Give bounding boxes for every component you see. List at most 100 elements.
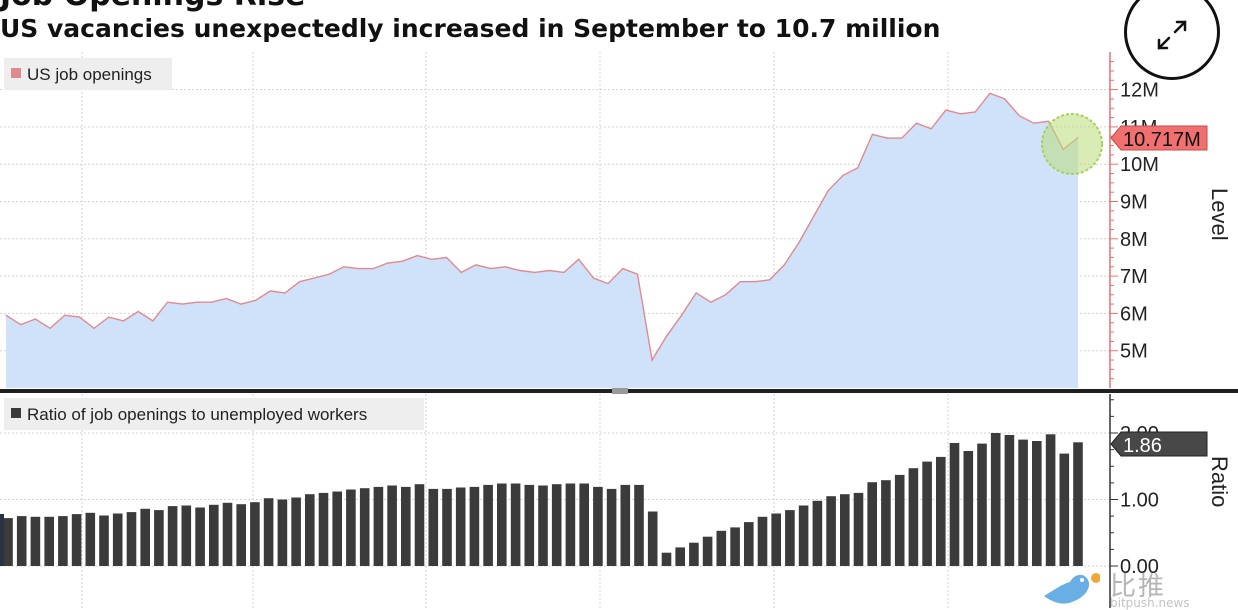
job-openings-point <box>827 189 830 191</box>
legend-swatch-ratio <box>11 408 21 418</box>
ratio-bar <box>689 542 699 566</box>
job-openings-point <box>225 297 227 300</box>
job-openings-point <box>431 258 433 260</box>
ratio-bar <box>126 512 137 566</box>
ratio-value-badge <box>1110 431 1208 457</box>
ratio-bar <box>16 516 27 566</box>
job-openings-point <box>798 241 800 244</box>
job-openings-point <box>989 92 991 94</box>
job-openings-point <box>445 256 448 259</box>
job-openings-point <box>313 277 315 279</box>
job-openings-point <box>460 271 462 273</box>
job-openings-point <box>152 320 154 322</box>
highlight-circle <box>1041 113 1103 175</box>
panel-resize-handle <box>612 388 628 394</box>
ratio-bar <box>222 502 233 566</box>
ratio-bar <box>99 515 109 566</box>
ratio-bar <box>3 518 13 566</box>
job-openings-point <box>93 327 95 329</box>
ratio-bar <box>1032 441 1042 566</box>
level-tick-label: 12M <box>1120 80 1159 102</box>
ratio-bar <box>647 511 658 566</box>
ratio-value-label: 1.86 <box>1123 435 1162 457</box>
level-tick-label: 5M <box>1120 341 1148 363</box>
job-openings-point <box>651 359 653 361</box>
ratio-bar <box>990 433 1001 566</box>
job-openings-point <box>871 133 874 135</box>
job-openings-point <box>857 167 859 169</box>
job-openings-point <box>475 264 477 266</box>
ratio-bar <box>140 508 150 566</box>
legend-ratio <box>4 398 424 430</box>
job-openings-point <box>959 113 962 115</box>
ratio-bar <box>387 485 397 566</box>
ratio-bar <box>963 451 974 566</box>
job-openings-point <box>255 299 257 301</box>
job-openings-point <box>387 262 389 264</box>
ratio-bar <box>401 486 411 566</box>
ratio-bar <box>826 496 836 566</box>
job-openings-point <box>166 301 169 303</box>
ratio-bar <box>551 484 562 566</box>
ratio-bar <box>538 485 548 566</box>
ratio-bar <box>44 516 54 566</box>
job-openings-point <box>1018 115 1020 117</box>
level-value-badge <box>1110 125 1208 151</box>
ratio-bar <box>483 484 493 566</box>
ratio-bar <box>936 456 946 566</box>
job-openings-point <box>181 303 183 305</box>
expand-button[interactable] <box>1124 0 1220 80</box>
ratio-bar <box>853 492 864 566</box>
job-openings-point <box>137 310 139 313</box>
ratio-bar <box>305 494 315 566</box>
ratio-bar <box>785 510 795 566</box>
job-openings-point <box>548 269 550 272</box>
ratio-bar <box>373 486 384 566</box>
ratio-bar <box>359 488 370 566</box>
legend-label-job-openings: US job openings <box>27 65 152 84</box>
ratio-bar <box>949 443 960 566</box>
ratio-bar <box>977 443 987 566</box>
job-openings-point <box>901 137 903 139</box>
ratio-bar <box>716 530 727 566</box>
level-tick-label: 7M <box>1120 266 1148 288</box>
bird-icon <box>1044 573 1100 604</box>
job-openings-point <box>343 266 345 268</box>
ratio-bar <box>565 483 576 566</box>
job-openings-point <box>783 264 785 266</box>
job-openings-point <box>20 324 22 326</box>
job-openings-point <box>108 316 110 318</box>
ratio-bar <box>58 516 68 566</box>
ratio-bar <box>250 502 260 566</box>
ratio-bar <box>277 499 288 566</box>
job-openings-point <box>357 268 359 270</box>
level-tick-label: 8M <box>1120 229 1148 251</box>
job-openings-point <box>695 292 697 294</box>
ratio-bar <box>771 513 781 566</box>
job-openings-point <box>299 281 301 283</box>
ratio-bar <box>167 506 178 566</box>
ratio-bar <box>593 486 603 566</box>
job-openings-point <box>34 318 37 320</box>
job-openings-point <box>328 273 330 275</box>
job-openings-point <box>813 215 815 217</box>
job-openings-point <box>269 290 271 292</box>
ratio-bar <box>85 512 96 566</box>
job-openings-point <box>401 260 404 262</box>
ratio-bar <box>524 484 535 566</box>
job-openings-point <box>915 122 918 124</box>
job-openings-point <box>754 281 756 283</box>
job-openings-point <box>1048 120 1050 122</box>
ratio-bar <box>332 491 342 566</box>
ratio-bar <box>606 488 617 566</box>
ratio-bar <box>744 522 754 566</box>
job-openings-point <box>519 269 521 272</box>
job-openings-point <box>578 258 580 260</box>
ratio-bar <box>730 527 740 566</box>
ratio-tick-label: 1.00 <box>1120 490 1159 512</box>
ratio-tick-label: 0.00 <box>1120 556 1159 578</box>
job-openings-point <box>490 268 492 270</box>
job-openings-point <box>710 301 712 303</box>
job-openings-point <box>122 320 125 322</box>
ratio-bar <box>634 484 644 566</box>
